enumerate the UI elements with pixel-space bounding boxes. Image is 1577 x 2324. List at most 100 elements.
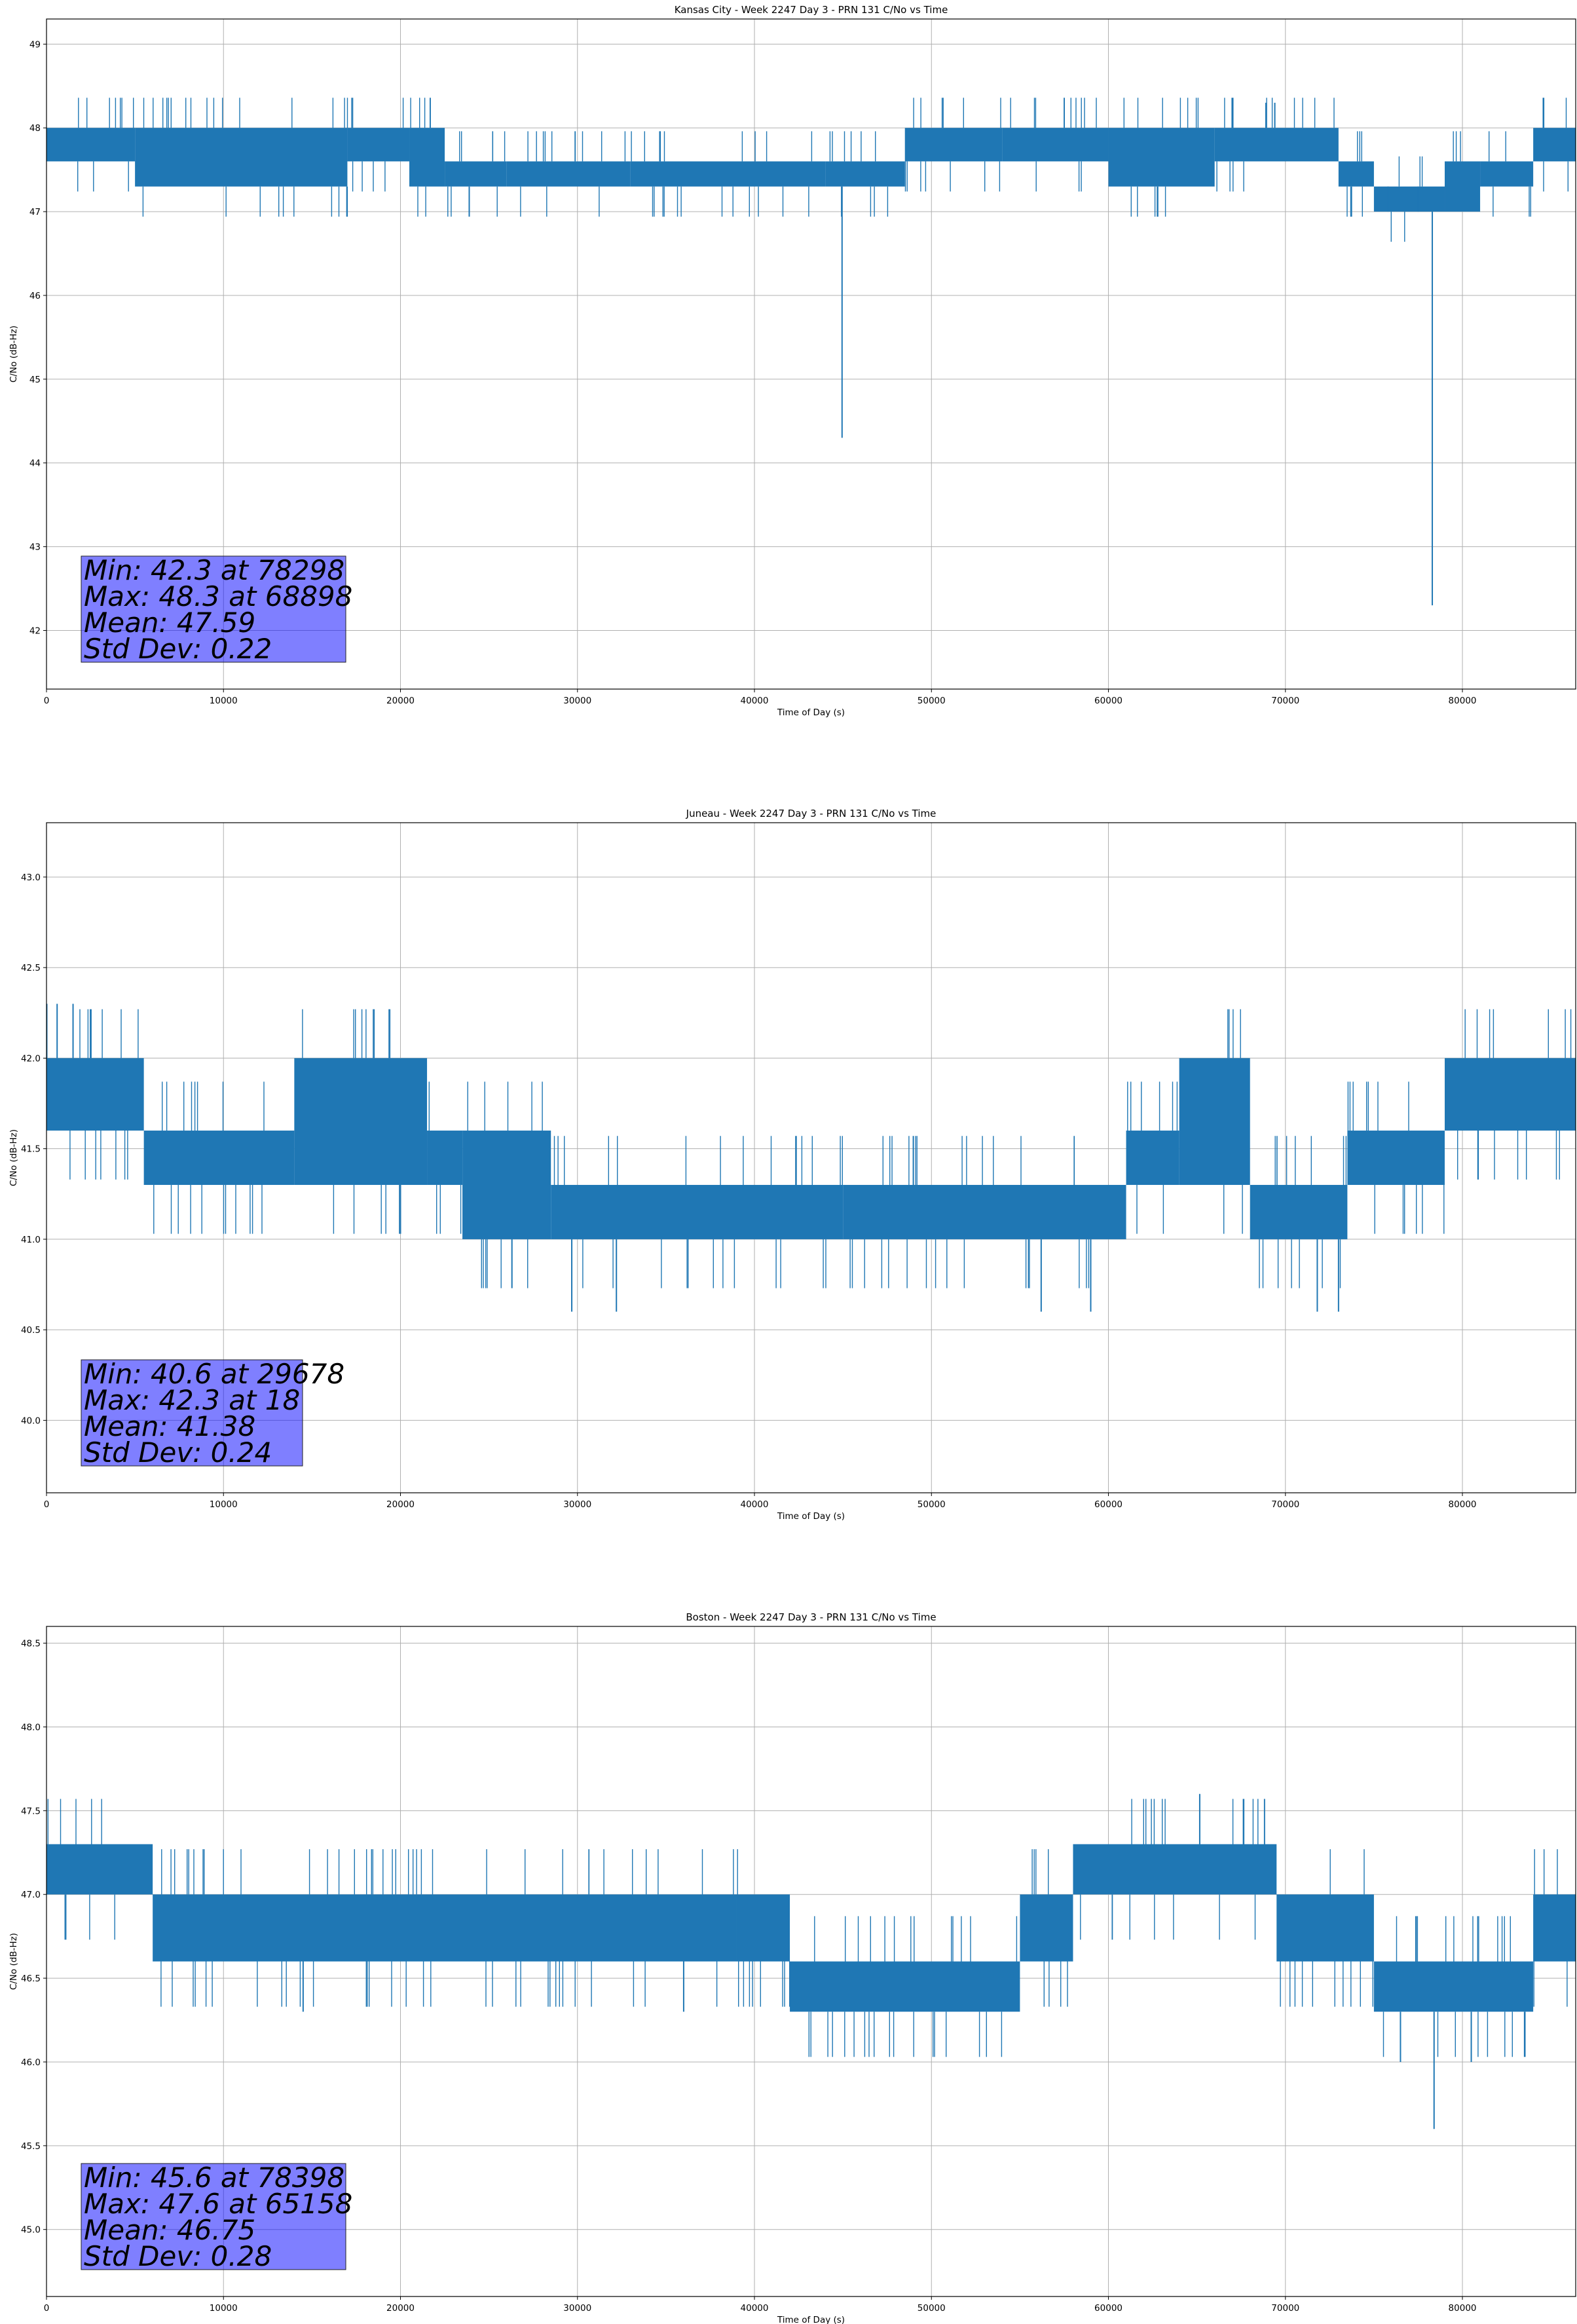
y-tick-label: 47.0	[21, 1890, 41, 1900]
x-tick-label: 40000	[741, 2303, 769, 2314]
data-noise	[160, 1849, 734, 2007]
data-band	[1020, 1894, 1073, 1962]
data-noise	[1382, 1916, 1526, 2057]
axes-frame	[46, 18, 1576, 690]
stats-line: Std Dev: 0.22	[84, 633, 272, 665]
chart-panel: 0 10000 20000 30000 40000 50000 60000 70000 8000…	[9, 1611, 1576, 2324]
x-tick-label: 10000	[210, 1499, 238, 1510]
x-tick-label: 0	[44, 1499, 50, 1510]
stats-line: Min: 40.6 at 29678	[84, 1358, 344, 1390]
x-tick-label: 40000	[741, 1499, 769, 1510]
x-tick-label: 0	[44, 2303, 50, 2314]
data-band	[1214, 128, 1339, 162]
chart-panel: 0 10000 20000 30000 40000 50000 60000 70000 8000…	[9, 808, 1576, 1522]
data-band	[347, 128, 410, 162]
y-tick-label: 44	[29, 459, 41, 469]
data-noise	[1346, 131, 1363, 217]
data-noise	[142, 98, 348, 217]
y-tick-label: 47.5	[21, 1806, 41, 1816]
data-band	[630, 161, 826, 187]
data-noise	[631, 131, 813, 217]
y-axis-label: C/No (dB-Hz)	[9, 1129, 19, 1186]
data-band	[1179, 1058, 1250, 1185]
data-noise	[1489, 131, 1531, 217]
data-noise	[808, 1916, 1018, 2057]
data-noise	[1031, 1849, 1068, 2007]
x-tick-label: 80000	[1449, 1499, 1477, 1510]
x-tick-label: 60000	[1094, 696, 1122, 706]
data-band	[294, 1058, 428, 1185]
chart-title: Juneau - Week 2247 Day 3 - PRN 131 C/No …	[686, 808, 937, 819]
x-tick-label: 50000	[918, 1499, 946, 1510]
y-tick-label: 42	[29, 626, 41, 636]
x-tick-label: 80000	[1449, 696, 1477, 706]
data-band	[135, 128, 348, 187]
data-band	[46, 1844, 153, 1895]
data-noise	[1123, 98, 1199, 217]
data-noise	[1390, 156, 1423, 242]
data-band	[1073, 1844, 1277, 1895]
y-tick-label: 47	[29, 207, 41, 217]
data-noise	[520, 131, 626, 217]
stats-box	[81, 1359, 303, 1467]
data-band	[1445, 1058, 1576, 1131]
data-band	[1373, 1961, 1534, 2012]
y-tick-label: 42.5	[21, 963, 41, 973]
x-tick-label: 50000	[918, 696, 946, 706]
data-noise	[1280, 1849, 1373, 2007]
data-band	[1250, 1184, 1348, 1239]
data-noise	[553, 1136, 843, 1288]
data-band	[1002, 128, 1109, 162]
stats-line: Mean: 41.38	[84, 1410, 255, 1442]
stats-line: Max: 47.6 at 65158	[84, 2188, 352, 2220]
x-axis-label: Time of Day (s)	[777, 2315, 845, 2324]
data-noise	[69, 1009, 139, 1180]
data-noise	[1533, 1849, 1568, 2007]
data-noise	[410, 98, 431, 217]
y-tick-label: 48	[29, 123, 41, 134]
y-tick-label: 41.5	[21, 1144, 41, 1155]
data-band	[825, 161, 905, 187]
data-band	[1533, 128, 1576, 162]
data-band	[1533, 1894, 1576, 1962]
y-tick-label: 46.5	[21, 1974, 41, 1984]
chart-panel: 0 10000 20000 30000 40000 50000 60000 70000 8000…	[9, 4, 1576, 718]
data-noise	[1127, 1081, 1178, 1234]
x-tick-label: 20000	[386, 696, 415, 706]
data-band	[904, 128, 1003, 162]
data-band	[1373, 186, 1445, 212]
data-band	[143, 1131, 295, 1185]
data-noise	[346, 98, 404, 192]
data-noise	[447, 131, 506, 217]
data-band	[551, 1184, 844, 1239]
y-tick-label: 43	[29, 542, 41, 553]
y-axis-label: C/No (dB-Hz)	[9, 326, 19, 383]
data-band	[1445, 161, 1481, 212]
y-tick-label: 48.0	[21, 1722, 41, 1733]
data-band	[843, 1184, 1126, 1239]
data-band	[46, 128, 136, 162]
data-series	[46, 98, 1576, 606]
y-tick-label: 42.0	[21, 1053, 41, 1064]
x-tick-label: 60000	[1094, 2303, 1122, 2314]
data-band	[46, 1058, 144, 1131]
y-tick-label: 45.5	[21, 2141, 41, 2152]
data-noise	[1457, 1009, 1572, 1180]
data-noise	[1542, 98, 1568, 192]
stats-line: Std Dev: 0.24	[84, 1436, 272, 1469]
axes-frame	[46, 1626, 1576, 2297]
x-tick-label: 10000	[210, 2303, 238, 2314]
data-noise	[302, 1009, 401, 1234]
data-band	[790, 1961, 1020, 2012]
data-band	[462, 1131, 551, 1239]
x-tick-label: 30000	[563, 696, 591, 706]
data-band	[1276, 1894, 1374, 1962]
x-tick-label: 50000	[918, 2303, 946, 2314]
data-noise	[1347, 1081, 1445, 1234]
data-band	[1338, 161, 1374, 187]
y-tick-label: 48.5	[21, 1639, 41, 1649]
x-tick-label: 20000	[386, 1499, 415, 1510]
y-tick-label: 45	[29, 375, 41, 385]
data-noise	[428, 1081, 462, 1234]
